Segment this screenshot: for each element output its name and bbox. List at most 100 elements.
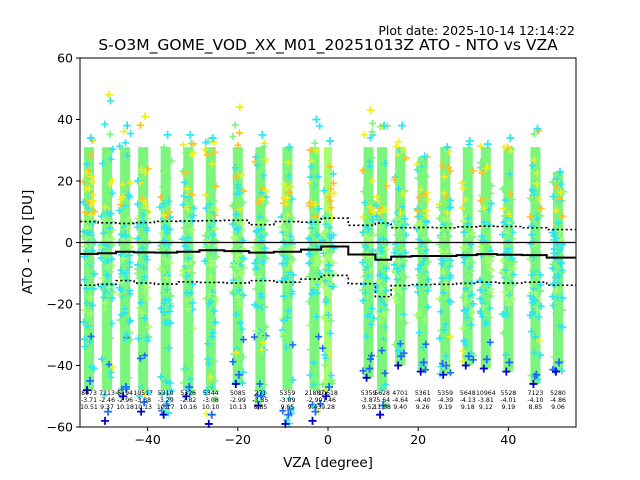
statistic-lines <box>80 217 576 298</box>
data-point <box>309 303 317 311</box>
data-point <box>167 387 175 395</box>
data-point <box>189 299 197 307</box>
data-point <box>319 380 327 388</box>
data-point <box>286 232 294 240</box>
data-point <box>319 344 327 352</box>
data-point <box>238 379 246 387</box>
data-point <box>87 309 95 317</box>
data-point <box>526 213 534 221</box>
data-point <box>360 131 368 139</box>
data-point <box>229 358 237 366</box>
data-point <box>485 281 493 289</box>
data-point <box>424 303 432 311</box>
data-point <box>312 242 320 250</box>
data-point <box>159 308 167 316</box>
bin-mean-label: -1.46 <box>320 397 336 404</box>
data-point <box>485 242 493 250</box>
data-point <box>84 322 92 330</box>
data-point <box>504 214 512 222</box>
data-point <box>97 243 105 251</box>
data-point <box>252 327 260 335</box>
data-point <box>252 270 260 278</box>
data-point <box>90 270 98 278</box>
data-point <box>441 320 449 328</box>
data-point <box>240 255 248 263</box>
data-point <box>368 128 376 136</box>
data-point <box>536 287 544 295</box>
data-point <box>85 216 93 224</box>
data-point <box>383 306 391 314</box>
data-point <box>136 392 144 400</box>
data-point <box>106 268 114 276</box>
data-point <box>499 231 507 239</box>
data-point <box>367 321 375 329</box>
data-point <box>80 335 88 343</box>
data-point <box>445 204 453 212</box>
data-point <box>207 204 215 212</box>
data-point <box>107 97 115 105</box>
bin-column-4 <box>160 147 171 391</box>
data-point <box>467 267 475 275</box>
data-point <box>438 274 446 282</box>
data-point <box>239 368 247 376</box>
data-point <box>81 208 89 216</box>
data-point <box>360 188 368 196</box>
data-point <box>182 242 190 250</box>
data-point <box>211 357 219 365</box>
bin-count-label: 271 <box>254 390 266 397</box>
plot-date: Plot date: 2025-10-14 12:14:22 <box>378 23 575 38</box>
data-point <box>137 166 145 174</box>
bin-mean-label: -2.82 <box>180 397 196 404</box>
data-point <box>401 273 409 281</box>
data-point <box>279 407 287 415</box>
data-point <box>180 365 188 373</box>
data-point <box>316 279 324 287</box>
data-point <box>329 231 337 239</box>
data-point <box>462 307 470 315</box>
data-point <box>440 189 448 197</box>
data-point <box>401 215 409 223</box>
data-point <box>308 180 316 188</box>
data-point <box>461 196 469 204</box>
data-point <box>80 242 88 250</box>
data-point <box>526 311 534 319</box>
data-point <box>437 308 445 316</box>
data-point <box>359 213 367 221</box>
data-point <box>262 217 270 225</box>
data-point <box>424 196 432 204</box>
data-point <box>119 242 127 250</box>
data-point <box>282 186 290 194</box>
min-point <box>254 401 263 410</box>
data-point <box>552 288 560 296</box>
data-point <box>376 318 384 326</box>
data-point <box>235 286 243 294</box>
data-point <box>306 146 314 154</box>
data-point <box>261 303 269 311</box>
data-point <box>554 219 562 227</box>
bin-count-label: 10517 <box>133 390 153 397</box>
data-point <box>165 409 173 417</box>
data-point <box>123 152 131 160</box>
data-point <box>464 277 472 285</box>
data-point <box>262 254 270 262</box>
data-point <box>476 295 484 303</box>
data-point <box>190 204 198 212</box>
data-point <box>120 208 128 216</box>
data-point <box>189 324 197 332</box>
data-point <box>421 190 429 198</box>
data-point <box>440 326 448 334</box>
data-point <box>239 199 247 207</box>
data-point <box>537 281 545 289</box>
data-point <box>327 317 335 325</box>
data-point <box>231 121 239 129</box>
data-point <box>184 255 192 263</box>
data-point <box>393 298 401 306</box>
data-point <box>140 383 148 391</box>
data-point <box>137 299 145 307</box>
y-tick-label: −60 <box>47 420 73 435</box>
bin-std-label: 9.40 <box>393 404 407 411</box>
data-point <box>510 271 518 279</box>
data-point <box>381 369 389 377</box>
bin-count-label: 5194 <box>117 390 133 397</box>
data-point <box>235 203 243 211</box>
